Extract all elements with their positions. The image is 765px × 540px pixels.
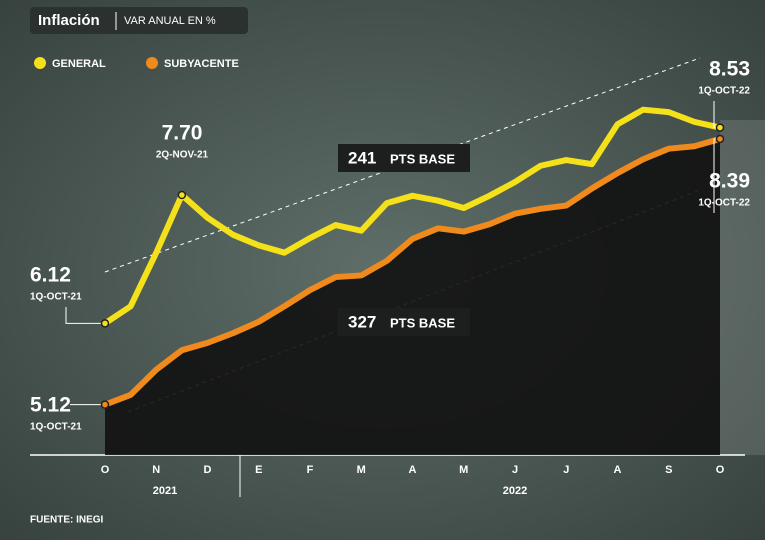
annotation-label: PTS BASE [390, 315, 455, 330]
date-label: 2Q-NOV-21 [156, 150, 209, 161]
value-label: 8.53 [709, 58, 750, 81]
line [102, 135, 723, 408]
legend-swatch [146, 57, 158, 69]
chart-subtitle: VAR ANUAL EN % [124, 15, 216, 27]
legend-label: GENERAL [52, 58, 106, 70]
point-marker [715, 134, 725, 144]
x-tick-label: N [152, 464, 160, 476]
annotation-label: PTS BASE [390, 151, 455, 166]
value-label: 7.70 [162, 122, 203, 145]
annotation-box [338, 144, 470, 172]
value-label: 5.12 [30, 394, 71, 417]
x-tick-label: A [409, 464, 417, 476]
value-label: 6.12 [30, 264, 71, 287]
x-tick-label: D [204, 464, 212, 476]
x-tick-label: S [665, 464, 672, 476]
x-tick-label: J [563, 464, 569, 476]
point-marker [100, 400, 110, 409]
x-tick-label: E [255, 464, 262, 476]
date-label: 1Q-OCT-22 [698, 86, 750, 97]
annotation-value: 241 [348, 148, 376, 167]
highlight-band [720, 120, 765, 455]
x-tick-label: F [307, 464, 314, 476]
annotation-value: 327 [348, 312, 376, 331]
point-marker [715, 123, 725, 132]
x-tick-label: M [459, 464, 468, 476]
point-marker [177, 190, 187, 200]
title-box [30, 7, 248, 34]
date-label: 1Q-OCT-21 [30, 422, 82, 433]
source: FUENTE: INEGI [30, 515, 104, 526]
date-label: 1Q-OCT-22 [698, 198, 750, 209]
line [102, 106, 723, 327]
x-tick-label: O [716, 464, 725, 476]
chart-title: Inflación [38, 12, 100, 29]
x-tick-label: A [614, 464, 622, 476]
guide-line [104, 57, 701, 273]
date-label: 1Q-OCT-21 [30, 292, 82, 303]
x-tick-label: M [357, 464, 366, 476]
x-tick-label: O [101, 464, 110, 476]
year-label: 2022 [503, 485, 527, 497]
value-label: 8.39 [709, 170, 750, 193]
legend-label: SUBYACENTE [164, 58, 239, 70]
legend-swatch [34, 57, 46, 69]
point-marker [100, 319, 110, 328]
annotation-box [338, 308, 470, 336]
x-tick-label: J [512, 464, 518, 476]
area-fill [105, 138, 720, 455]
year-label: 2021 [153, 485, 177, 497]
connector [65, 307, 105, 324]
